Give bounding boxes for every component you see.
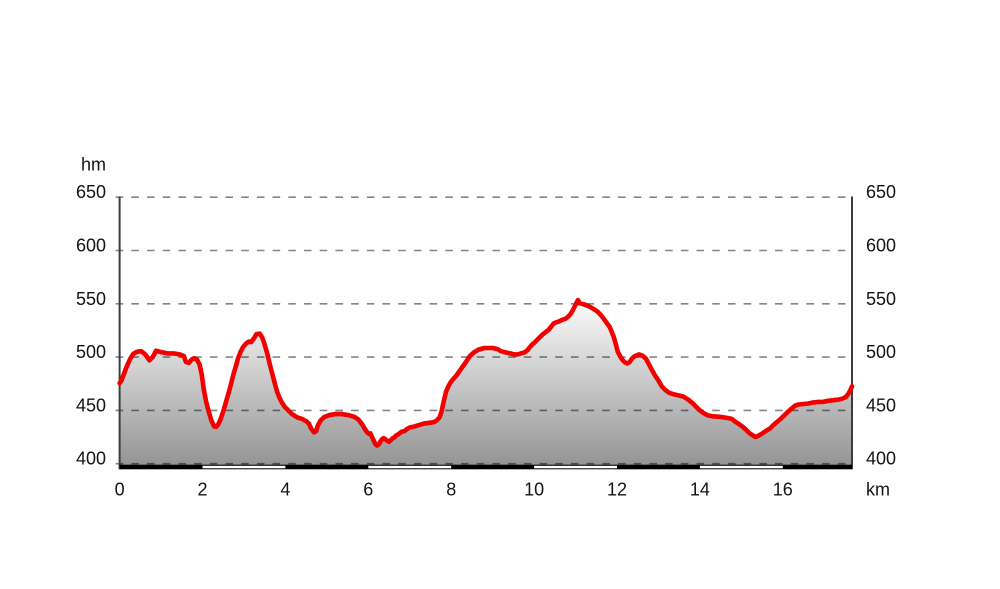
svg-text:hm: hm [81,155,106,175]
svg-text:650: 650 [76,182,106,202]
svg-text:450: 450 [866,395,896,415]
svg-text:0: 0 [115,480,125,500]
svg-text:km: km [866,480,890,500]
svg-text:8: 8 [446,480,456,500]
svg-text:550: 550 [866,289,896,309]
svg-text:12: 12 [607,480,627,500]
svg-text:16: 16 [773,480,793,500]
svg-text:500: 500 [76,342,106,362]
svg-text:6: 6 [363,480,373,500]
svg-text:550: 550 [76,289,106,309]
svg-text:10: 10 [524,480,544,500]
svg-text:450: 450 [76,395,106,415]
svg-text:4: 4 [280,480,290,500]
svg-text:400: 400 [76,449,106,469]
svg-text:600: 600 [76,236,106,256]
svg-text:500: 500 [866,342,896,362]
svg-text:400: 400 [866,449,896,469]
svg-text:2: 2 [197,480,207,500]
svg-text:650: 650 [866,182,896,202]
svg-text:14: 14 [690,480,710,500]
svg-text:600: 600 [866,236,896,256]
